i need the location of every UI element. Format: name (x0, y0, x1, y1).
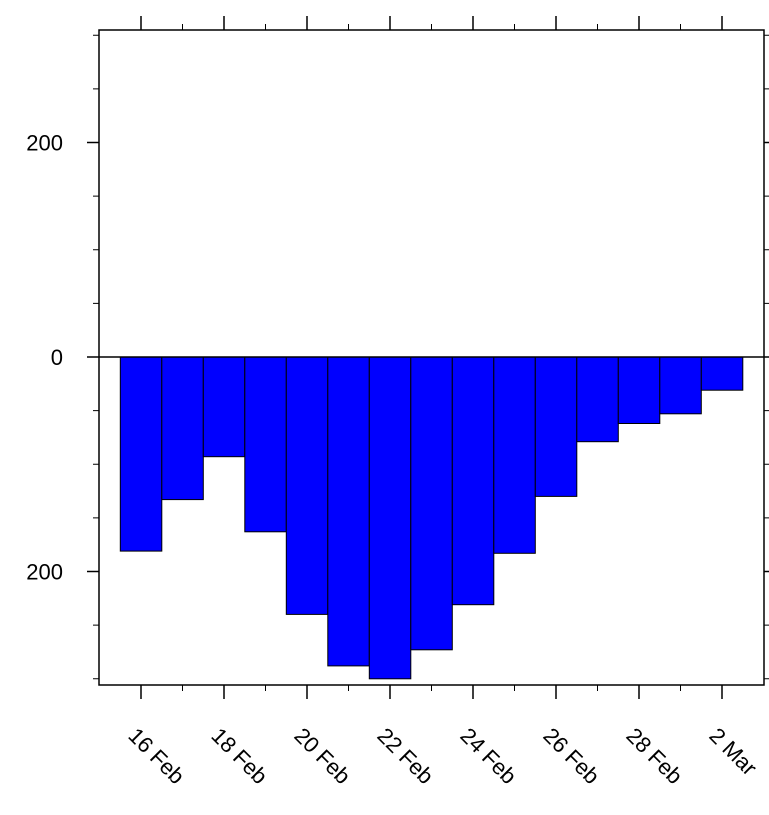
y-tick-label: 200 (26, 560, 63, 585)
x-tick-label: 22 Feb (372, 723, 438, 789)
y-tick-label: 0 (51, 345, 63, 370)
x-tick-label: 16 Feb (123, 723, 189, 789)
x-tick-label: 20 Feb (289, 723, 355, 789)
bar-19-feb (244, 356, 287, 533)
y-axis: 200 0 200 (26, 34, 769, 680)
x-tick-label: 18 Feb (206, 723, 272, 789)
bars-group (119, 356, 744, 680)
x-tick-label: 26 Feb (538, 723, 604, 789)
bar-24-feb (451, 356, 495, 606)
bar-18-feb (202, 356, 246, 458)
bar-26-feb (534, 356, 578, 497)
bar-23-feb (410, 356, 453, 651)
bar-20-feb (285, 356, 329, 615)
bar-22-feb (368, 356, 412, 680)
bar-17-feb (161, 356, 204, 501)
bar-28-feb (617, 356, 661, 424)
bar-25-feb (493, 356, 536, 554)
x-tick-label: 24 Feb (455, 723, 521, 789)
bar-1-mar (659, 356, 702, 415)
x-tick-label: 2 Mar (704, 723, 761, 780)
bar-2-mar (700, 356, 744, 391)
bar-27-feb (576, 356, 619, 443)
x-tick-label: 28 Feb (621, 723, 687, 789)
y-tick-label: 200 (26, 131, 63, 156)
bar-16-feb (119, 356, 163, 552)
bar-21-feb (327, 356, 370, 667)
